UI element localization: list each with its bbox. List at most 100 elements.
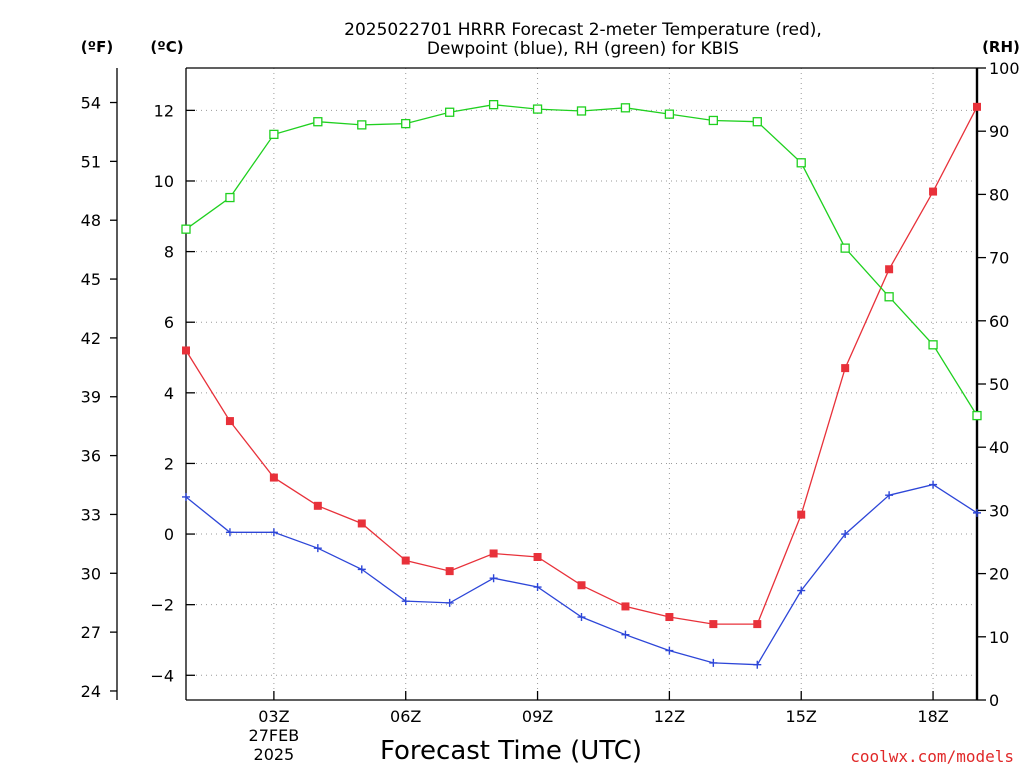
rh-tick-label: 30 [989,501,1009,520]
celsius-tick-label: 4 [164,384,174,403]
temperature-point [269,473,278,482]
rh-point [928,340,938,350]
dewpoint-point [885,491,894,500]
dewpoint-point [225,528,234,537]
x-year-label: 2025 [254,745,295,764]
fahrenheit-tick-label: 48 [81,211,101,230]
x-tick-label: 03Z [258,707,289,726]
grid-lines [186,68,977,700]
fahrenheit-tick-label: 33 [81,505,101,524]
rh-point [269,129,279,140]
rh-point [401,118,411,129]
rh-point [445,107,455,117]
temperature-point [929,187,938,196]
chart-title-line2: Dewpoint (blue), RH (green) for KBIS [427,39,739,59]
temperature-point [841,364,850,373]
rh-point [840,243,850,253]
dewpoint-point [182,492,190,501]
dewpoint-point [709,658,718,667]
dewpoint-point [621,630,630,639]
temperature-point [709,620,718,629]
dewpoint-point [577,613,586,622]
axis-ticks: −4−2024681012242730333639424548515401020… [81,59,1020,764]
dewpoint-point [797,586,806,595]
temperature-point [357,519,366,528]
series-layer [181,100,982,669]
rh-point [752,117,762,127]
temperature-point [225,417,234,426]
fahrenheit-unit-label: (ºF) [81,38,113,56]
rh-point [488,100,499,110]
rh-point [708,115,718,126]
rh-tick-label: 80 [989,185,1009,204]
rh-tick-label: 40 [989,438,1009,457]
rh-tick-label: 70 [989,249,1009,268]
rh-tick-label: 0 [989,691,999,710]
dewpoint-line [185,483,978,666]
chart-title-line1: 2025022701 HRRR Forecast 2-meter Tempera… [344,20,822,40]
dewpoint-point [841,530,850,539]
temperature-point [885,265,894,274]
temperature-point [489,549,498,558]
fahrenheit-tick-label: 36 [81,447,101,466]
rh-point [225,192,235,203]
rh-point [357,120,367,130]
celsius-tick-label: 10 [154,172,174,191]
dewpoint-point [313,544,322,553]
temperature-point [973,102,981,111]
dewpoint-point [929,480,938,489]
rh-tick-label: 100 [989,59,1020,78]
rh-tick-label: 50 [989,375,1009,394]
dewpoint-point [753,660,762,669]
temperature-point [665,613,674,622]
rh-unit-label: (RH) [982,38,1020,56]
dewpoint-point [357,565,366,574]
temperature-point [753,620,762,629]
x-date-label: 27FEB [249,726,300,745]
rh-tick-label: 60 [989,312,1009,331]
celsius-tick-label: 12 [154,101,174,120]
dewpoint-point [973,508,981,517]
celsius-tick-label: −2 [150,596,174,615]
fahrenheit-tick-label: 45 [81,270,101,289]
celsius-tick-label: 8 [164,243,174,262]
fahrenheit-tick-label: 27 [81,623,101,642]
x-axis-title: Forecast Time (UTC) [380,736,642,766]
x-tick-label: 12Z [654,707,685,726]
rh-point [576,106,587,116]
credit-text: coolwx.com/models [850,747,1014,766]
rh-point [972,410,982,421]
rh-point [884,292,894,302]
x-tick-label: 18Z [917,707,948,726]
dewpoint-point [445,598,454,607]
x-tick-label: 06Z [390,707,421,726]
temperature-point [313,501,322,510]
celsius-tick-label: 0 [164,525,174,544]
dewpoint-point [489,574,498,583]
dewpoint-point [269,528,278,537]
rh-point [796,158,806,168]
fahrenheit-tick-label: 42 [81,329,101,348]
rh-tick-label: 20 [989,565,1009,584]
temperature-point [621,602,630,611]
rh-point [620,103,631,113]
temperature-point [577,581,586,590]
fahrenheit-tick-label: 39 [81,388,101,407]
x-tick-label: 09Z [522,707,553,726]
celsius-tick-label: −4 [150,666,174,685]
rh-point [313,117,323,127]
temperature-line [185,106,978,625]
dewpoint-point [665,646,674,655]
rh-point [181,224,191,234]
temperature-point [533,553,542,562]
fahrenheit-tick-label: 54 [81,94,101,113]
x-tick-label: 15Z [786,707,817,726]
celsius-tick-label: 2 [164,454,174,473]
rh-point [664,109,675,119]
celsius-unit-label: (ºC) [150,38,183,56]
dewpoint-point [533,583,542,592]
fahrenheit-tick-label: 51 [81,152,101,171]
temperature-point [401,556,410,565]
rh-point [532,104,543,114]
